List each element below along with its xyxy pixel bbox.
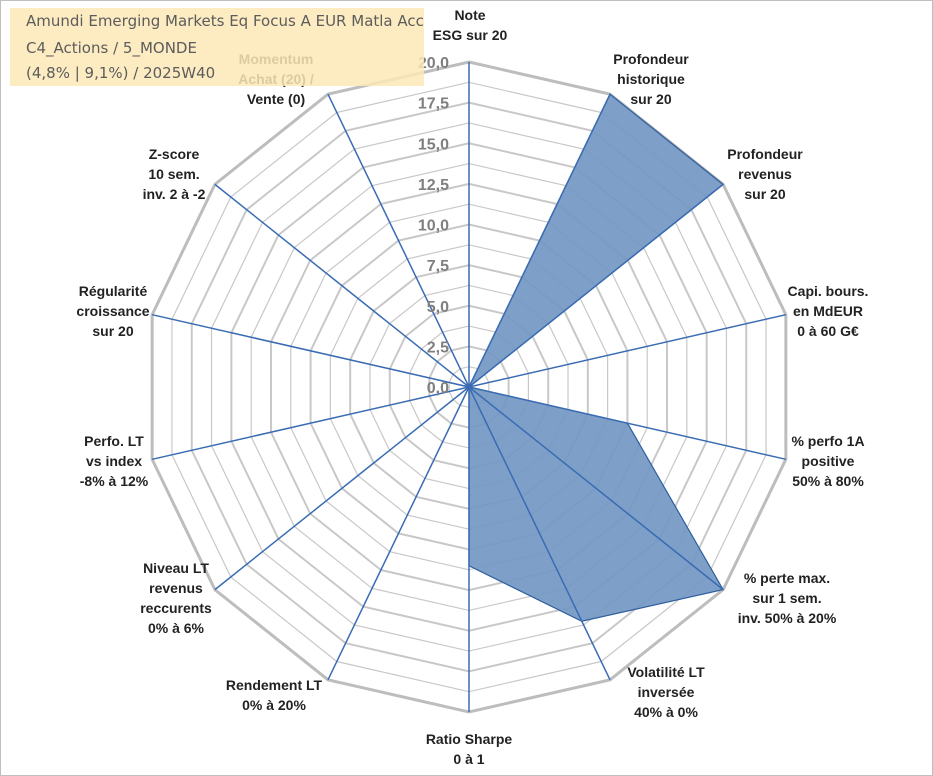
tick-label: 7,5 — [427, 258, 449, 275]
axis-label-line: en MdEUR — [793, 303, 863, 319]
axis-label: % perte max. sur 1 sem. inv. 50% à 20% — [738, 570, 837, 626]
axis-spoke — [151, 313, 470, 388]
axis-label: Régularité croissance sur 20 — [76, 283, 149, 339]
axis-label-line: % perfo 1A — [791, 433, 864, 449]
series-area — [231, 93, 725, 622]
axis-label-line: historique — [617, 71, 685, 87]
axis-label-line: vs index — [86, 453, 142, 469]
axis-label-line: Ratio Sharpe — [426, 731, 513, 747]
axis-label-line: revenus — [149, 580, 203, 596]
axis-spoke — [327, 93, 470, 388]
axis-label-line: reccurents — [140, 600, 212, 616]
fund-stats: (4,8% | 9,1%) / 2025W40 — [26, 64, 216, 82]
axis-label-line: Rendement LT — [226, 677, 323, 693]
axis-label-line: 0% à 6% — [148, 620, 205, 636]
axis-label: Note ESG sur 20 — [433, 7, 508, 43]
tick-label: 12,5 — [418, 177, 449, 194]
axis-spoke — [214, 386, 470, 591]
axis-label: Rendement LT 0% à 20% — [226, 677, 323, 713]
fund-name: Amundi Emerging Markets Eq Focus A EUR M… — [26, 12, 424, 30]
axis-label: Volatilité LT inversée 40% à 0% — [627, 664, 705, 720]
axis-label-line: 40% à 0% — [634, 704, 698, 720]
axis-label: Profondeur historique sur 20 — [613, 51, 689, 107]
tick-label: 5,0 — [427, 299, 449, 316]
axis-label-line: sur 20 — [630, 91, 671, 107]
axis-spoke — [151, 386, 470, 461]
spoke-layer — [151, 62, 787, 712]
axis-label: Niveau LT revenus reccurents 0% à 6% — [140, 560, 212, 636]
tick-label: 17,5 — [418, 96, 449, 113]
axis-spoke — [468, 313, 787, 388]
axis-label-line: Régularité — [79, 283, 148, 299]
axis-spoke — [327, 386, 470, 681]
axis-label-line: 0 à 60 G€ — [797, 323, 859, 339]
fund-category: C4_Actions / 5_MONDE — [26, 39, 197, 57]
axis-label-line: inversée — [638, 684, 695, 700]
axis-label-line: inv. 2 à -2 — [143, 186, 206, 202]
axis-label: Perfo. LT vs index -8% à 12% — [80, 433, 149, 489]
axis-label: Ratio Sharpe 0 à 1 — [426, 731, 513, 767]
axis-spoke — [468, 93, 611, 388]
axis-label-line: ESG sur 20 — [433, 27, 508, 43]
axis-label: Profondeur revenus sur 20 — [727, 146, 803, 202]
axis-label-line: sur 20 — [744, 186, 785, 202]
axis-label-line: Profondeur — [613, 51, 689, 67]
axis-label-line: revenus — [738, 166, 792, 182]
fund-info-box: Amundi Emerging Markets Eq Focus A EUR M… — [10, 8, 424, 86]
tick-labels: 0,0 2,5 5,0 7,5 10,0 12,5 15,0 17,5 20,0 — [418, 55, 449, 397]
axis-label-line: sur 20 — [92, 323, 133, 339]
series-layer — [231, 93, 725, 622]
axis-label-line: Capi. bours. — [788, 283, 869, 299]
tick-label: 2,5 — [427, 339, 449, 356]
axis-label-line: -8% à 12% — [80, 473, 149, 489]
axis-spoke — [468, 183, 724, 388]
axis-spoke — [214, 183, 470, 388]
axis-label-line: sur 1 sem. — [752, 590, 821, 606]
axis-label-line: % perte max. — [744, 570, 830, 586]
tick-label: 0,0 — [427, 380, 449, 397]
axis-spoke — [468, 386, 787, 461]
axis-label-line: 0 à 1 — [453, 751, 484, 767]
axis-label-line: Vente (0) — [247, 91, 305, 107]
axis-label-line: 10 sem. — [148, 166, 199, 182]
tick-label: 20,0 — [418, 55, 449, 72]
axis-label-line: Note — [454, 7, 485, 23]
tick-label: 10,0 — [418, 218, 449, 235]
axis-label-line: Volatilité LT — [627, 664, 705, 680]
axis-label-line: 0% à 20% — [242, 697, 306, 713]
axis-label-line: 50% à 80% — [792, 473, 864, 489]
axis-label: % perfo 1A positive 50% à 80% — [791, 433, 864, 489]
axis-spoke — [468, 386, 611, 681]
axis-labels: Note ESG sur 20 Profondeur historique sur 20… — [76, 7, 868, 767]
tick-label: 15,0 — [418, 136, 449, 153]
axis-label-line: positive — [802, 453, 855, 469]
axis-spoke — [468, 386, 724, 591]
axis-label-line: Perfo. LT — [84, 433, 144, 449]
axis-label-line: inv. 50% à 20% — [738, 610, 837, 626]
axis-label-line: Profondeur — [727, 146, 803, 162]
axis-label: Capi. bours. en MdEUR 0 à 60 G€ — [788, 283, 869, 339]
axis-label: Z-score 10 sem. inv. 2 à -2 — [143, 146, 206, 202]
axis-label-line: Z-score — [149, 146, 200, 162]
axis-label-line: croissance — [76, 303, 149, 319]
axis-label-line: Niveau LT — [143, 560, 209, 576]
